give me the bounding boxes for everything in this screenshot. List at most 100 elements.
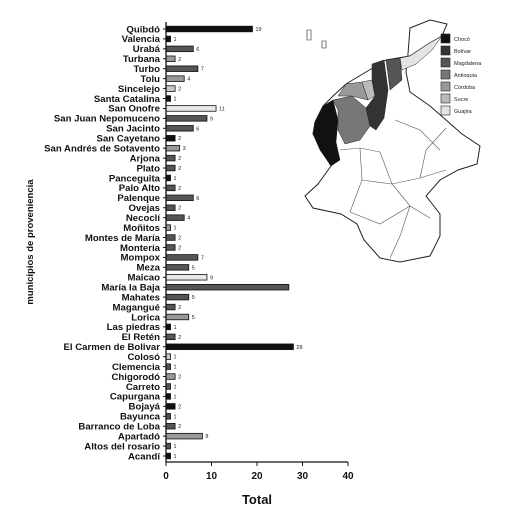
bar (165, 333, 176, 341)
category-label: El Carmen de Bolivar (63, 342, 160, 353)
legend-swatch (440, 45, 451, 56)
legend-label: Bolívar (454, 49, 471, 55)
category-label: Palo Alto (119, 183, 160, 194)
bar (165, 214, 185, 221)
region-bolivar (365, 59, 389, 131)
bar-value-label: 1 (174, 325, 177, 331)
x-tick-label: 0 (163, 471, 169, 482)
category-label: Turbana (123, 54, 161, 65)
bar-value-label: 2 (178, 424, 181, 430)
providencia-island (321, 40, 327, 49)
legend-label: Córdoba (454, 85, 476, 91)
bar-value-label: 28 (296, 345, 302, 351)
category-label: Ovejas (129, 203, 160, 214)
bar (165, 234, 176, 241)
category-label: Bayunca (120, 412, 161, 423)
bar (165, 363, 171, 370)
bar-value-label: 2 (178, 236, 181, 242)
bar (165, 353, 171, 360)
category-label: Maicao (127, 273, 160, 284)
bar (165, 393, 171, 400)
bar-value-label: 1 (174, 176, 177, 182)
bar (165, 293, 190, 301)
bar-value-label: 2 (178, 404, 181, 410)
category-label: Panceguita (109, 173, 161, 184)
bar-value-label: 2 (178, 166, 181, 172)
bar (165, 274, 208, 281)
bar (165, 174, 171, 182)
bar (165, 442, 171, 450)
bar (165, 313, 190, 321)
category-label: Santa Catalina (94, 94, 161, 105)
region-cordoba (337, 81, 369, 101)
bar-value-label: 1 (174, 226, 177, 232)
category-label: Turbo (134, 64, 161, 75)
bar-value-label: 5 (192, 295, 195, 301)
bar (165, 194, 194, 202)
bar-value-label: 2 (178, 375, 181, 381)
category-label: San Cayetano (97, 134, 161, 145)
department-borders (339, 119, 447, 259)
bar (165, 164, 176, 172)
category-label: Valencia (122, 34, 161, 45)
bar-value-label: 2 (178, 335, 181, 341)
bar-value-label: 7 (201, 255, 204, 261)
legend-label: Guajira (454, 109, 473, 115)
x-ticks-group: 0 10 20 30 40 (163, 462, 354, 482)
bar (165, 45, 194, 53)
bar (165, 135, 176, 142)
bar (165, 115, 208, 122)
bar-value-label: 1 (174, 37, 177, 43)
bar (165, 343, 294, 350)
category-label: Plato (137, 163, 161, 174)
bar-value-label: 2 (178, 245, 181, 251)
category-label: Apartadó (118, 431, 160, 442)
y-axis-title: municipios de proveniencia (25, 179, 36, 305)
axes-group (165, 22, 348, 463)
category-label: Mompox (121, 253, 161, 264)
bar-value-label: 1 (174, 365, 177, 371)
legend-label: Sucre (454, 97, 468, 103)
bar (165, 244, 176, 251)
bar-value-label: 1 (174, 394, 177, 400)
region-magdalena (385, 57, 403, 91)
bar-value-label: 1 (174, 384, 177, 390)
bar (165, 224, 171, 231)
bar-value-label: 2 (178, 57, 181, 63)
category-label: Clemencia (112, 362, 161, 373)
bar-value-label: 11 (219, 106, 225, 112)
bar-value-label: 1 (174, 444, 177, 450)
bar (165, 373, 176, 380)
category-label: Palenque (117, 193, 160, 204)
bar (165, 413, 171, 420)
legend-label: Antioquia (454, 73, 478, 79)
bar-value-label: 9 (210, 275, 213, 281)
colombia-map (304, 19, 481, 263)
bar-value-label: 1 (174, 97, 177, 103)
bar (165, 283, 290, 291)
category-label: Sincelejo (118, 84, 160, 95)
bar-value-label: 4 (187, 77, 190, 83)
region-antioquia (332, 95, 371, 145)
bar (165, 204, 176, 211)
category-label: Altos del rosario (84, 441, 160, 452)
bar-value-label: 5 (192, 265, 195, 271)
bar (165, 423, 176, 430)
bar (165, 403, 176, 410)
bar (165, 264, 190, 271)
bar (165, 432, 203, 440)
legend-swatch (440, 57, 451, 68)
bar (165, 452, 171, 460)
category-label: Arjona (130, 153, 161, 164)
bar-value-label: 4 (187, 216, 190, 222)
bar-value-label: 7 (201, 67, 204, 73)
category-label: Capurgana (110, 392, 161, 403)
bar (165, 184, 176, 192)
category-label: María la Baja (101, 282, 160, 293)
bar (165, 323, 171, 331)
category-label: San Andrés de Sotavento (44, 143, 160, 154)
legend-swatch (440, 69, 451, 80)
legend-swatch (440, 33, 451, 44)
